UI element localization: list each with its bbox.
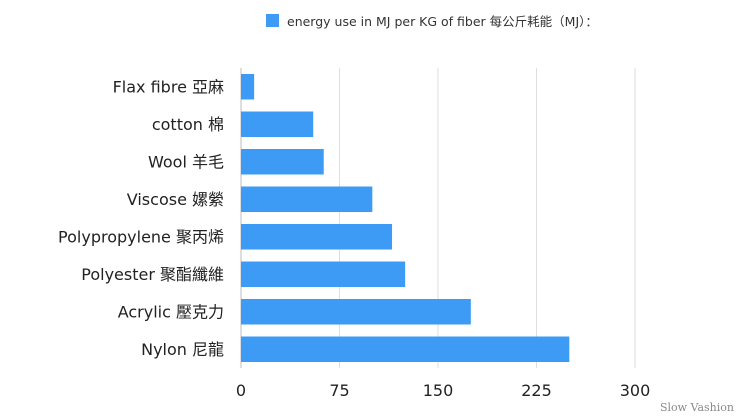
bar [241, 224, 393, 250]
x-tick-label: 0 [236, 381, 246, 400]
category-label: Viscose 嫘縈 [127, 190, 224, 209]
bar [241, 111, 314, 137]
category-label: Nylon 尼龍 [141, 340, 224, 359]
bar [241, 74, 255, 100]
bar [241, 299, 471, 325]
bar [241, 186, 373, 212]
legend: energy use in MJ per KG of fiber 每公斤耗能（M… [266, 11, 598, 30]
legend-label: energy use in MJ per KG of fiber 每公斤耗能（M… [287, 14, 598, 29]
x-tick-label: 300 [620, 381, 651, 400]
category-labels: Flax fibre 亞麻 cotton 棉 Wool 羊毛 Viscose 嫘縈 Po… [58, 77, 224, 359]
category-label: Wool 羊毛 [148, 152, 224, 171]
bars [241, 74, 570, 362]
x-tick-label: 225 [521, 381, 552, 400]
category-label: cotton 棉 [152, 115, 224, 134]
bar [241, 336, 570, 362]
tick-labels: 0 75 150 225 300 [236, 381, 650, 400]
legend-swatch [266, 14, 279, 27]
watermark-logo: Slow Vashion [659, 401, 734, 414]
bar [241, 261, 406, 287]
category-label: Acrylic 壓克力 [118, 302, 224, 321]
x-tick-label: 75 [329, 381, 349, 400]
category-label: Polyester 聚酯纖維 [81, 265, 224, 284]
bar [241, 149, 324, 175]
category-label: Flax fibre 亞麻 [113, 77, 224, 96]
x-tick-label: 150 [423, 381, 454, 400]
category-label: Polypropylene 聚丙烯 [58, 227, 224, 246]
